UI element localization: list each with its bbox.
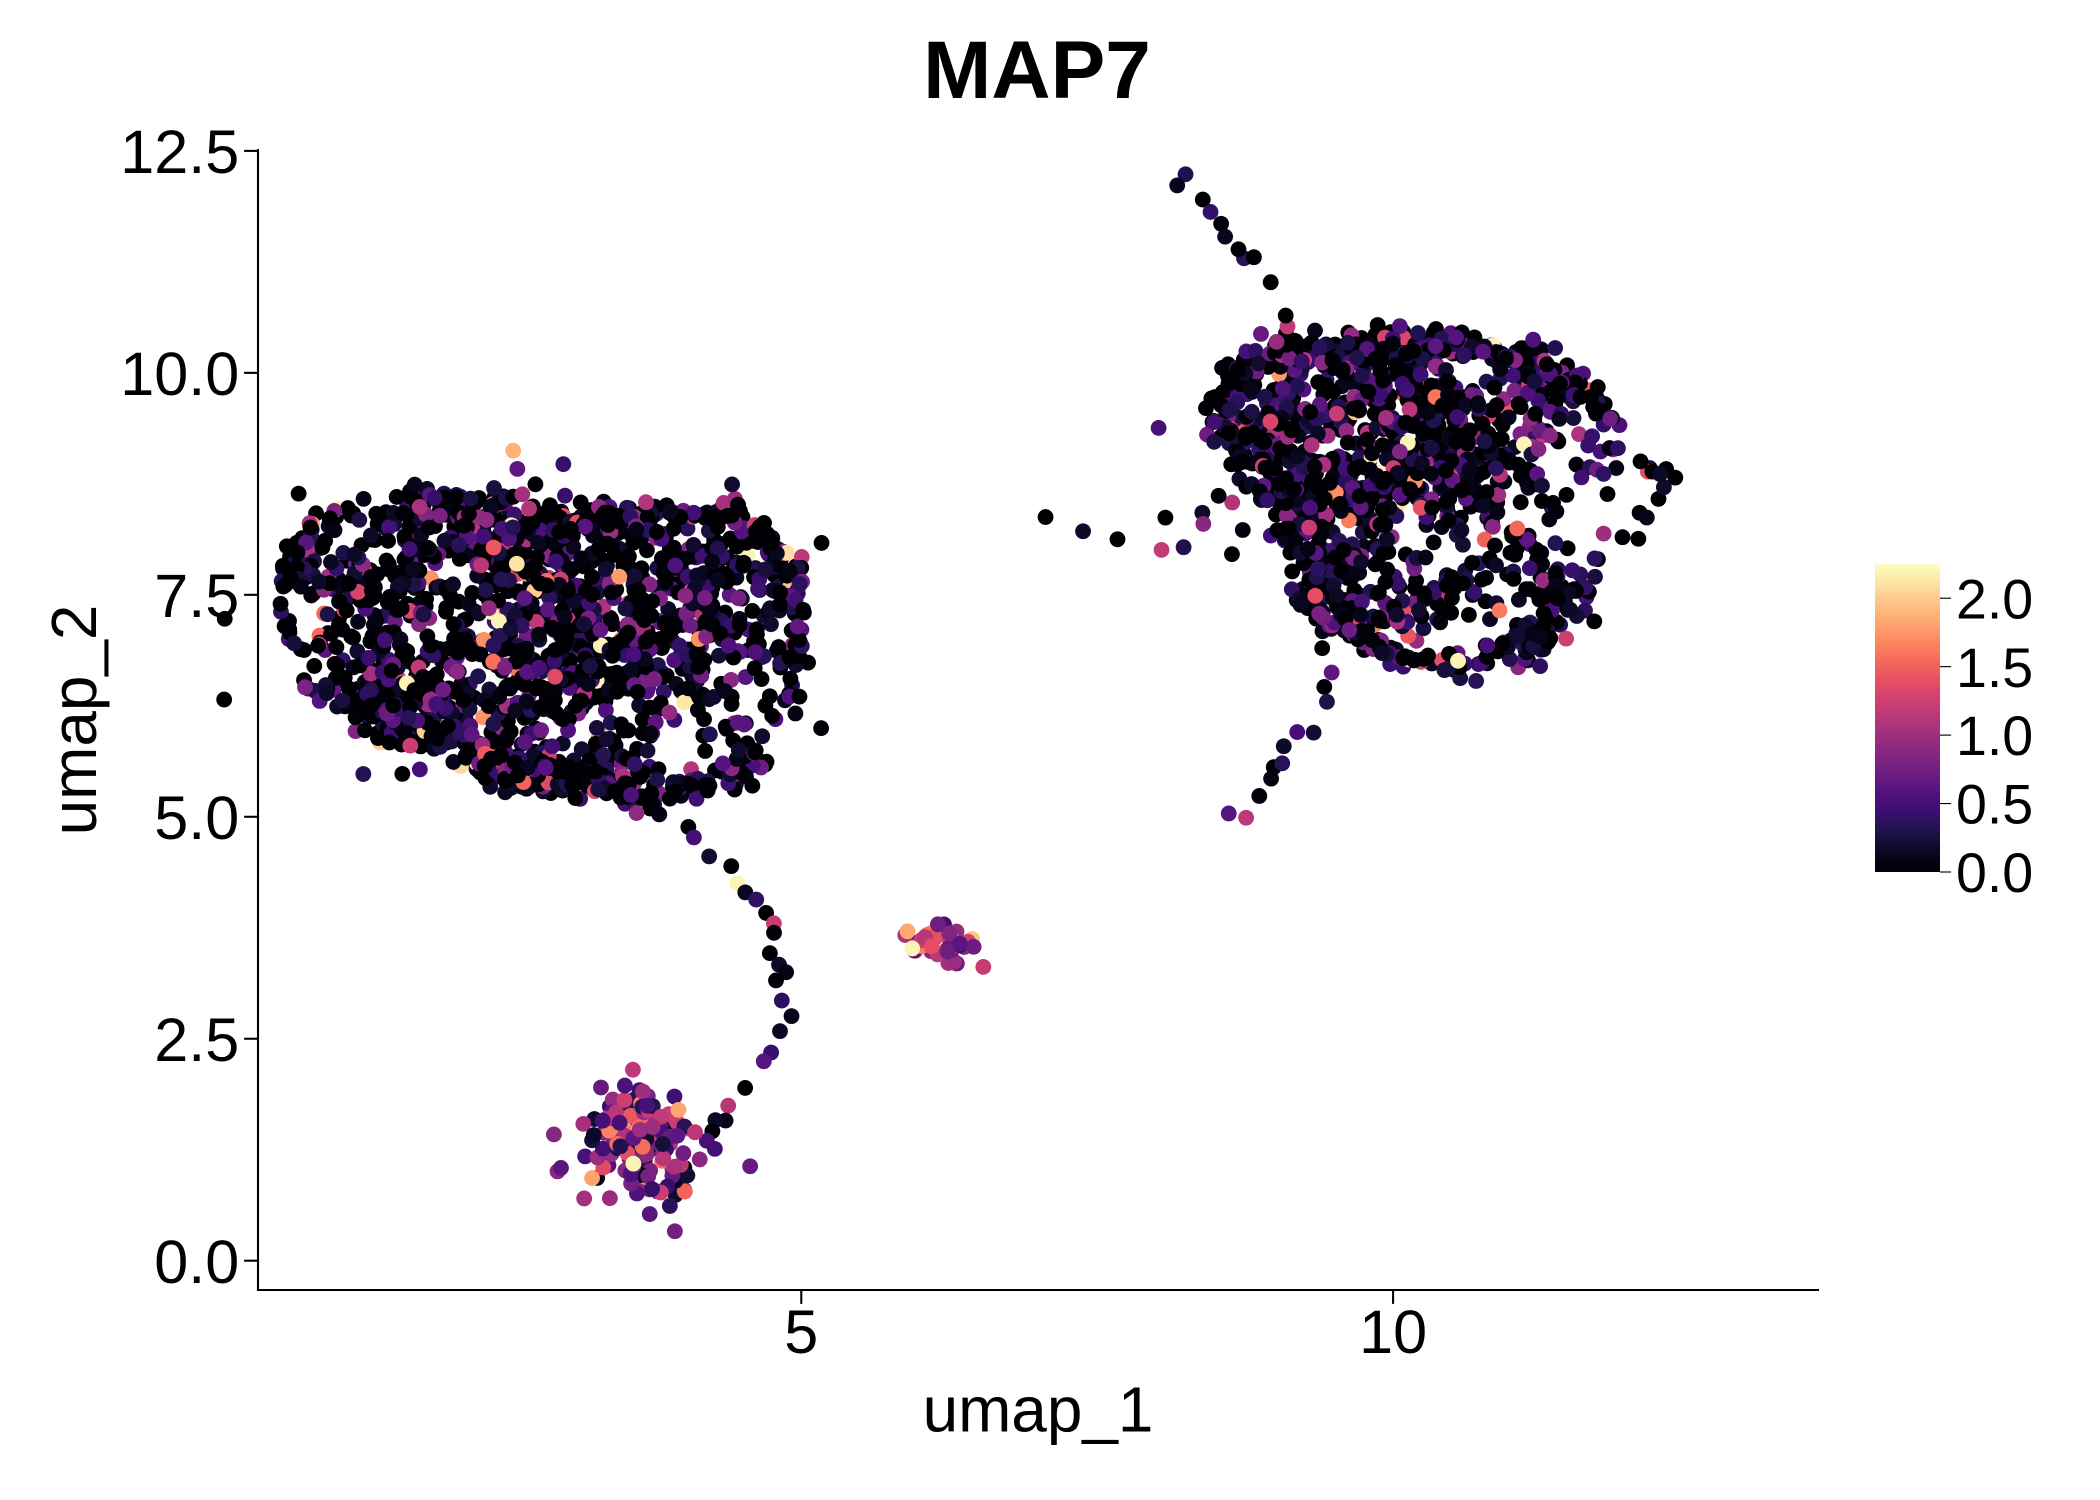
svg-text:5: 5 bbox=[784, 1298, 818, 1366]
svg-text:5.0: 5.0 bbox=[154, 784, 239, 852]
svg-text:10: 10 bbox=[1359, 1298, 1427, 1366]
svg-text:12.5: 12.5 bbox=[120, 118, 239, 186]
svg-text:1.5: 1.5 bbox=[1956, 637, 2033, 699]
svg-text:0.0: 0.0 bbox=[154, 1228, 239, 1296]
svg-text:1.0: 1.0 bbox=[1956, 705, 2033, 767]
svg-text:2.5: 2.5 bbox=[154, 1006, 239, 1074]
svg-text:0.5: 0.5 bbox=[1956, 774, 2033, 836]
svg-text:10.0: 10.0 bbox=[120, 340, 239, 408]
svg-text:umap_1: umap_1 bbox=[923, 1373, 1154, 1445]
svg-text:0.0: 0.0 bbox=[1956, 842, 2033, 904]
svg-text:umap_2: umap_2 bbox=[38, 605, 110, 836]
svg-text:2.0: 2.0 bbox=[1956, 568, 2033, 630]
svg-text:MAP7: MAP7 bbox=[923, 25, 1151, 116]
svg-text:7.5: 7.5 bbox=[154, 562, 239, 630]
